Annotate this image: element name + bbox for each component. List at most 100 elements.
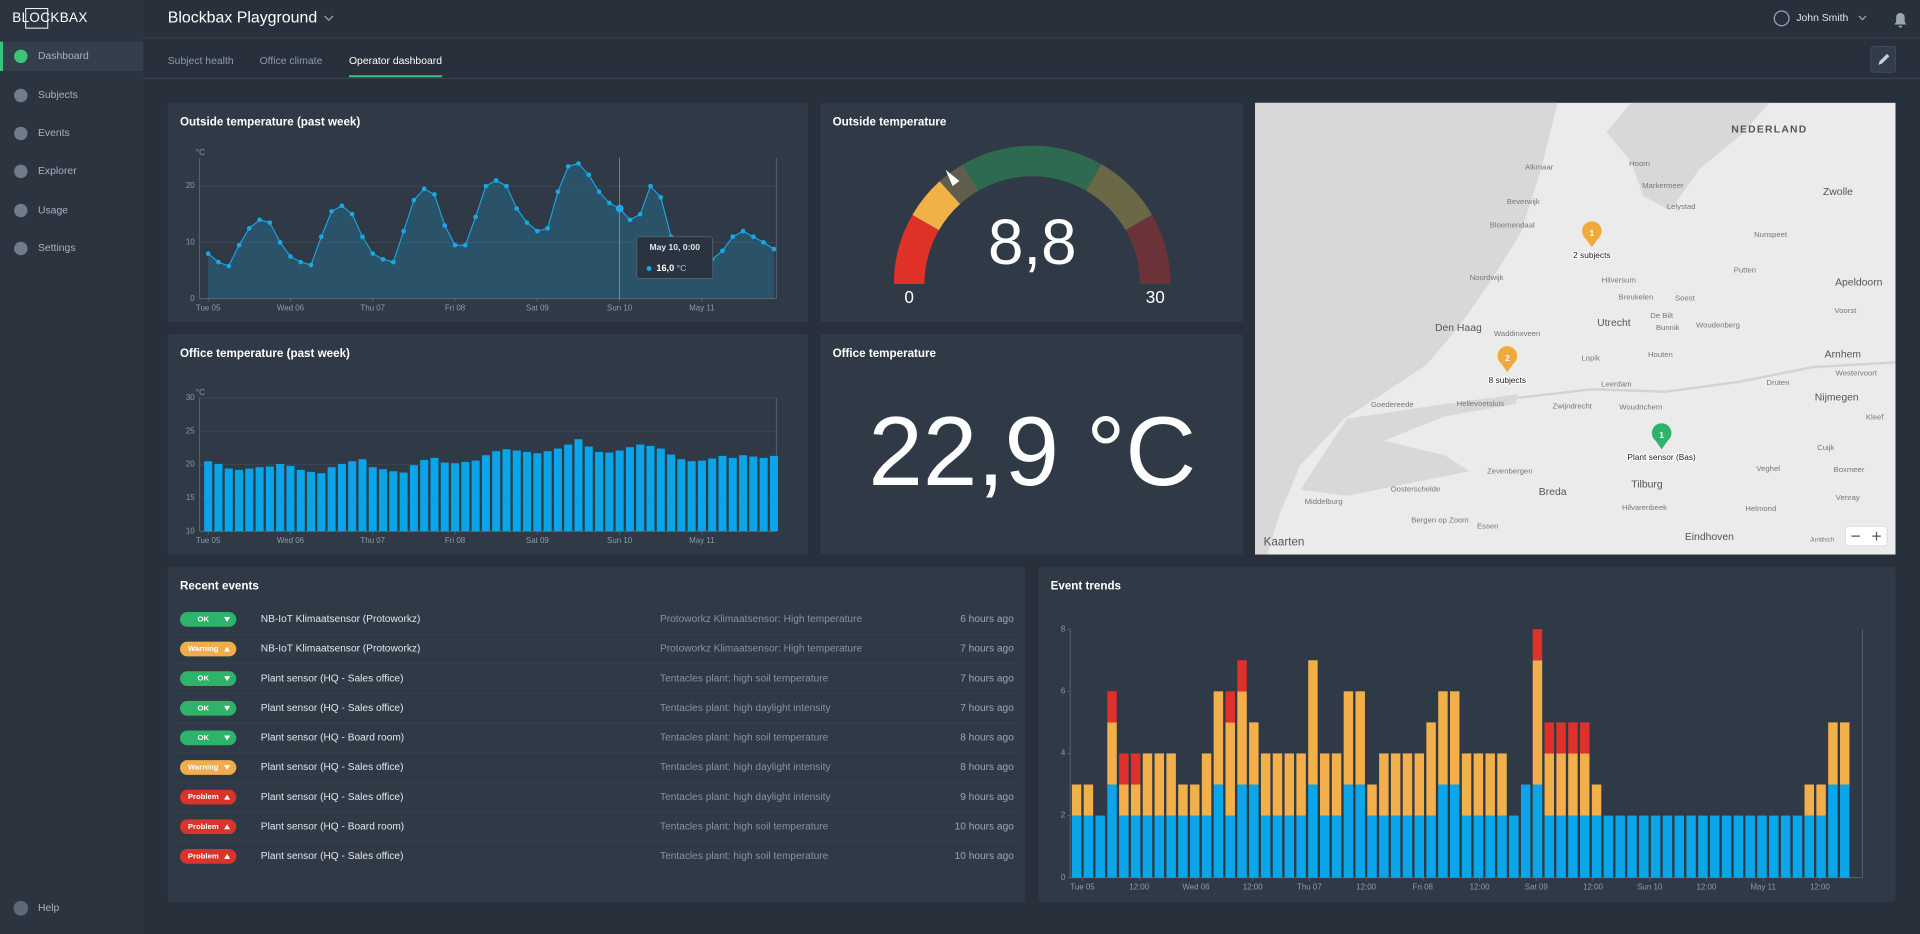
- y-tick-label: 0: [1061, 873, 1066, 882]
- nav-icon[interactable]: [14, 164, 28, 179]
- bar: [584, 446, 593, 532]
- tab[interactable]: Operator dashboard: [349, 56, 442, 67]
- map-marker-label[interactable]: 2 subjects: [1572, 249, 1612, 261]
- status-badge[interactable]: [180, 641, 237, 657]
- bar: [481, 455, 490, 532]
- bar: [379, 469, 388, 532]
- notifications[interactable]: [1894, 12, 1907, 28]
- stacked-bar-segment: [1816, 784, 1826, 816]
- map-marker-label[interactable]: 8 subjects: [1488, 374, 1528, 386]
- nav-item[interactable]: Subjects: [38, 90, 78, 101]
- gauge-band: [912, 181, 961, 231]
- map-marker-count[interactable]: 1: [1589, 228, 1594, 238]
- help-link[interactable]: Help: [38, 903, 60, 914]
- map-label: Zwolle: [1823, 187, 1853, 198]
- status-badge[interactable]: [180, 700, 237, 716]
- status-badge[interactable]: [180, 819, 237, 835]
- nav-icon[interactable]: [14, 241, 28, 256]
- data-point: [349, 211, 355, 217]
- data-point: [493, 178, 499, 183]
- nav-icon[interactable]: [14, 88, 28, 103]
- nav-icon[interactable]: [14, 203, 28, 218]
- map-marker-count[interactable]: 2: [1505, 353, 1510, 363]
- event-subject[interactable]: NB-IoT Klimaatsensor (Protoworkz): [261, 644, 421, 655]
- map-marker[interactable]: [1582, 221, 1602, 248]
- status-badge[interactable]: [180, 760, 237, 775]
- map-marker-count[interactable]: 1: [1659, 430, 1664, 440]
- nav-icon[interactable]: [14, 49, 28, 64]
- stacked-bar-segment: [1662, 815, 1673, 878]
- stacked-bar-segment: [1119, 753, 1129, 785]
- y-tick-label: 0: [190, 294, 195, 303]
- user-icon[interactable]: [1773, 10, 1790, 27]
- tooltip-title: May 10, 0:00: [649, 242, 700, 252]
- map-zoom[interactable]: [1845, 526, 1888, 547]
- event-subject[interactable]: Plant sensor (HQ - Sales office): [261, 673, 404, 684]
- user-chevron[interactable]: [1858, 15, 1867, 21]
- workspace-title[interactable]: Blockbax Playground: [168, 10, 317, 27]
- nav-icon[interactable]: [14, 126, 28, 141]
- map-marker[interactable]: [1651, 423, 1672, 450]
- stacked-bar-segment: [1485, 753, 1495, 816]
- map-legal[interactable]: Juridisch: [1810, 536, 1834, 543]
- map-label: Hellevoetsluis: [1457, 399, 1505, 408]
- stacked-bar-segment: [1142, 815, 1153, 878]
- event-subject[interactable]: Plant sensor (HQ - Board room): [261, 733, 404, 744]
- status-badge[interactable]: [180, 612, 237, 627]
- event-subject[interactable]: Plant sensor (HQ - Sales office): [261, 792, 404, 803]
- status-label[interactable]: OK: [197, 733, 209, 742]
- map-marker-label[interactable]: Plant sensor (Bas): [1626, 451, 1697, 463]
- nav-item[interactable]: Dashboard: [38, 51, 89, 62]
- event-subject[interactable]: NB-IoT Klimaatsensor (Protoworkz): [261, 614, 421, 625]
- status-label[interactable]: OK: [197, 674, 209, 683]
- nav-item[interactable]: Events: [38, 128, 70, 139]
- data-point: [226, 263, 232, 269]
- map-marker[interactable]: [1497, 346, 1518, 373]
- map-label: Breukelen: [1619, 292, 1654, 301]
- x-tick-label: Sun 10: [607, 304, 633, 313]
- status-badge[interactable]: [180, 789, 237, 805]
- data-point: [637, 211, 643, 217]
- stacked-bar-segment: [1544, 753, 1555, 816]
- map-label: Breda: [1539, 487, 1567, 498]
- map-label: Houten: [1648, 350, 1673, 359]
- event-time: 6 hours ago: [960, 614, 1014, 625]
- workspace-chevron[interactable]: [324, 15, 334, 22]
- card-title: Recent events: [180, 579, 259, 592]
- stacked-bar-segment: [1792, 815, 1803, 878]
- help-icon[interactable]: [13, 900, 29, 916]
- data-point: [596, 189, 602, 195]
- status-label[interactable]: OK: [197, 614, 209, 623]
- data-point: [524, 220, 530, 225]
- event-subject[interactable]: Plant sensor (HQ - Sales office): [261, 762, 404, 773]
- nav-item[interactable]: Usage: [38, 205, 68, 216]
- x-tick-label: Fri 08: [445, 304, 466, 313]
- nav-item[interactable]: Settings: [38, 243, 76, 254]
- status-label[interactable]: Warning: [188, 763, 219, 772]
- user-name[interactable]: John Smith: [1796, 13, 1848, 24]
- stacked-bar-segment: [1568, 815, 1578, 878]
- map-zoom-icons[interactable]: [1851, 531, 1881, 541]
- event-subject[interactable]: Plant sensor (HQ - Board room): [261, 821, 404, 832]
- nav-item[interactable]: Explorer: [38, 166, 77, 177]
- bar: [595, 451, 604, 532]
- map-label: De Bilt: [1650, 311, 1674, 320]
- data-point: [504, 183, 509, 189]
- status-trend: [224, 794, 231, 800]
- stacked-bar-segment: [1414, 753, 1425, 816]
- event-time: 8 hours ago: [960, 762, 1014, 773]
- status-badge[interactable]: [180, 730, 237, 746]
- status-label[interactable]: Warning: [188, 644, 219, 653]
- stacked-bar-segment: [1154, 815, 1165, 878]
- status-label[interactable]: Problem: [188, 851, 219, 860]
- status-badge[interactable]: [180, 671, 237, 686]
- tab[interactable]: Office climate: [260, 56, 323, 67]
- event-subject[interactable]: Plant sensor (HQ - Sales office): [261, 851, 404, 862]
- status-badge[interactable]: [180, 849, 237, 864]
- data-point: [648, 183, 653, 189]
- event-subject[interactable]: Plant sensor (HQ - Sales office): [261, 703, 404, 714]
- status-label[interactable]: Problem: [188, 792, 219, 801]
- status-label[interactable]: OK: [197, 703, 209, 712]
- status-label[interactable]: Problem: [188, 822, 219, 831]
- tab[interactable]: Subject health: [168, 56, 234, 67]
